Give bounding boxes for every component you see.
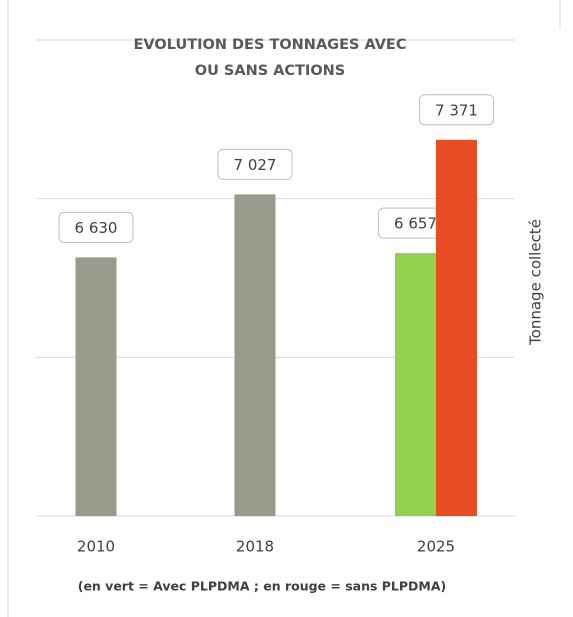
bar <box>75 257 117 516</box>
bar <box>234 194 276 516</box>
y-axis-label: Tonnage collecté <box>527 219 545 346</box>
chart-title: EVOLUTION DES TONNAGES AVEC OU SANS ACTI… <box>133 37 407 79</box>
x-tick-label: 2018 <box>236 538 274 556</box>
data-label: 6 657 <box>394 215 437 233</box>
data-label-box <box>58 211 134 243</box>
data-label: 6 630 <box>75 219 118 237</box>
footnote: (en vert = Avec PLPDMA ; en rouge = sans… <box>78 579 447 594</box>
data-label-box <box>217 148 293 180</box>
x-tick-label: 2010 <box>77 538 115 556</box>
data-label-box <box>419 94 494 126</box>
x-tick-label: 2025 <box>417 538 455 556</box>
data-label: 7 027 <box>234 156 277 174</box>
bar <box>395 253 436 516</box>
bar <box>436 139 477 516</box>
data-label: 7 371 <box>435 101 478 119</box>
